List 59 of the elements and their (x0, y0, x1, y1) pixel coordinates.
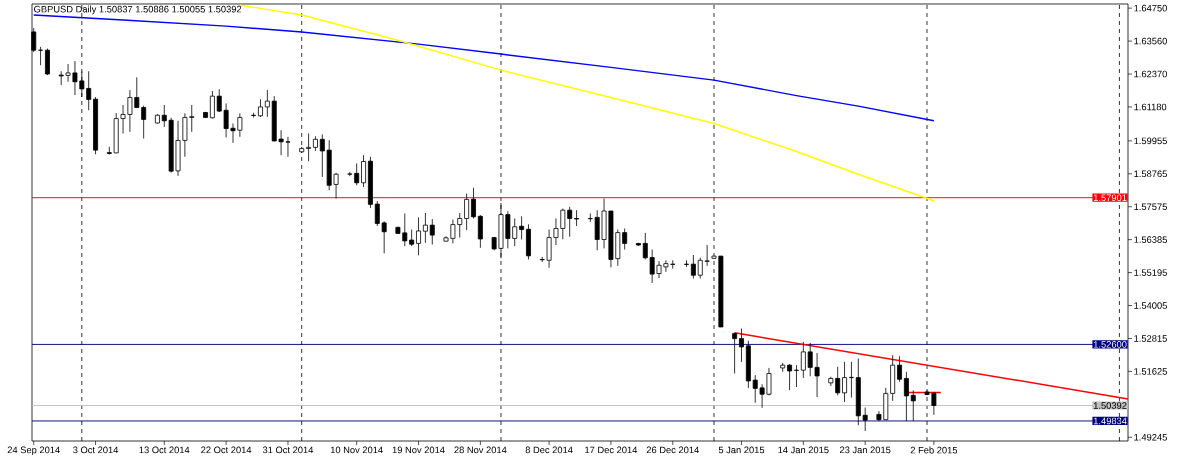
x-tick-label: 14 Jan 2015 (778, 446, 829, 454)
x-tick-label: 26 Dec 2014 (646, 446, 699, 454)
x-tick-label: 22 Oct 2014 (201, 446, 252, 454)
y-tick-label: 1.62370 (1134, 70, 1167, 78)
ref-line-label: 1.52600 (1093, 341, 1127, 348)
y-tick-label: 1.52815 (1134, 335, 1167, 342)
candlestick (209, 90, 215, 119)
candlestick (477, 214, 483, 249)
candlestick (690, 254, 696, 279)
candlestick (306, 133, 312, 162)
candlestick (471, 187, 476, 219)
y-tick-label: 1.51625 (1134, 368, 1167, 375)
candlestick (429, 218, 435, 245)
line-series (32, 14, 935, 122)
candlestick (793, 364, 799, 388)
y-tick-label: 1.54005 (1134, 302, 1167, 309)
ref-line-label: 1.49834 (1093, 417, 1127, 425)
chart-title: GBPUSD Daily 1.50837 1.50886 1.50055 1.50392 (34, 5, 242, 15)
ref-line-label: 1.50392 (1093, 402, 1127, 409)
x-tick-label: 24 Sep 2014 (7, 446, 60, 456)
x-tick-label: 17 Dec 2014 (585, 446, 638, 454)
candlestick (416, 216, 421, 256)
line-series (239, 4, 935, 202)
candlestick (264, 89, 270, 118)
candlestick (910, 389, 916, 422)
candlestick (903, 371, 909, 422)
ref-line-label: 1.57901 (1093, 194, 1127, 201)
y-tick-label: 1.55195 (1134, 269, 1167, 276)
candlestick (574, 209, 580, 227)
y-tick-label: 1.57575 (1134, 203, 1167, 210)
candlestick (422, 212, 428, 244)
candlestick (464, 193, 470, 231)
y-tick-label: 1.63560 (1134, 37, 1167, 45)
x-tick-label: 28 Nov 2014 (454, 446, 507, 454)
y-tick-label: 1.58765 (1134, 170, 1167, 178)
y-tick-label: 1.61180 (1134, 103, 1167, 111)
candlestick (361, 154, 367, 188)
candlestick (45, 48, 50, 76)
candlestick (848, 361, 854, 398)
candlestick (732, 332, 738, 374)
candlestick (897, 355, 902, 383)
x-tick-label: 31 Oct 2014 (262, 446, 314, 454)
candlestick (739, 328, 744, 363)
candlestick (519, 215, 525, 240)
x-tick-label: 5 Jan 2015 (718, 446, 765, 454)
x-tick-label: 13 Oct 2014 (139, 446, 190, 454)
y-tick-label: 1.49245 (1134, 433, 1167, 441)
candlestick (787, 363, 793, 391)
candlestick (684, 259, 689, 268)
y-tick-label: 1.56385 (1134, 236, 1167, 243)
y-tick-label: 1.64750 (1134, 4, 1167, 12)
x-tick-label: 23 Jan 2015 (839, 446, 891, 454)
x-tick-label: 8 Dec 2014 (525, 446, 573, 454)
x-tick-label: 19 Nov 2014 (392, 446, 445, 454)
x-tick-label: 10 Nov 2014 (330, 446, 383, 454)
x-tick-label: 3 Oct 2014 (73, 446, 119, 454)
candlestick (842, 361, 848, 403)
x-tick-label: 2 Feb 2015 (910, 446, 958, 454)
y-tick-label: 1.59955 (1134, 137, 1167, 145)
